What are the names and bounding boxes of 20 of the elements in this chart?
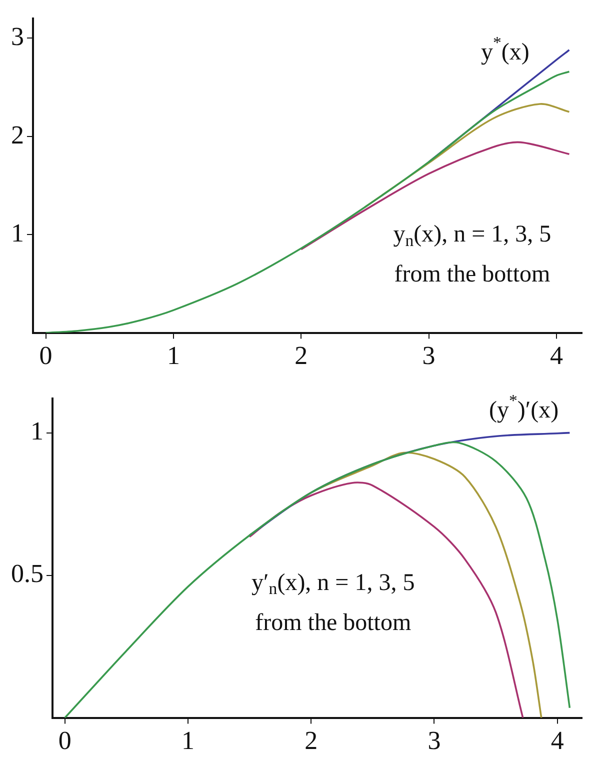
x-tick-label: 4 (550, 341, 563, 370)
y-tick-label: 0.5 (11, 559, 44, 588)
y-tick-label: 3 (11, 22, 24, 52)
y-tick-label: 1 (11, 218, 24, 248)
line-series (44, 70, 570, 333)
x-tick-label: 4 (550, 726, 564, 756)
x-tick-label: 0 (58, 726, 72, 756)
y-tick-label: 2 (11, 120, 24, 150)
line-series (300, 141, 570, 250)
x-tick-label: 2 (304, 726, 318, 756)
x-tick-label: 1 (166, 341, 180, 370)
line-series (64, 441, 571, 718)
annotation: (y*)′(x) (488, 391, 559, 424)
x-tick-label: 0 (39, 341, 52, 370)
annotation: y*(x) (480, 32, 530, 66)
x-tick-label: 2 (294, 341, 308, 370)
x-tick-label: 3 (422, 341, 436, 370)
x-tick-label: 3 (428, 726, 441, 756)
line-series (248, 482, 524, 718)
x-tick-label: 1 (181, 726, 194, 756)
